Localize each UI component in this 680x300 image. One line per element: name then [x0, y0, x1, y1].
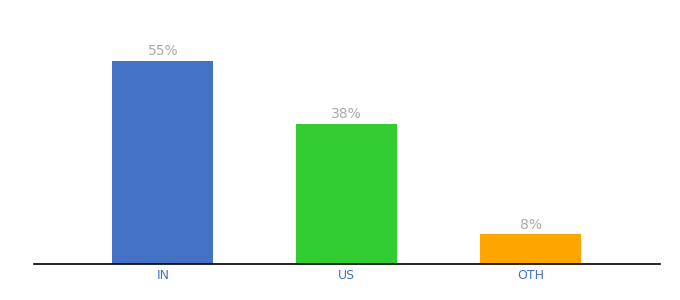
Bar — [480, 235, 581, 264]
Bar — [112, 61, 214, 264]
Text: 38%: 38% — [331, 107, 362, 121]
Text: 55%: 55% — [148, 44, 178, 58]
Bar — [296, 124, 397, 264]
Text: 8%: 8% — [520, 218, 542, 232]
